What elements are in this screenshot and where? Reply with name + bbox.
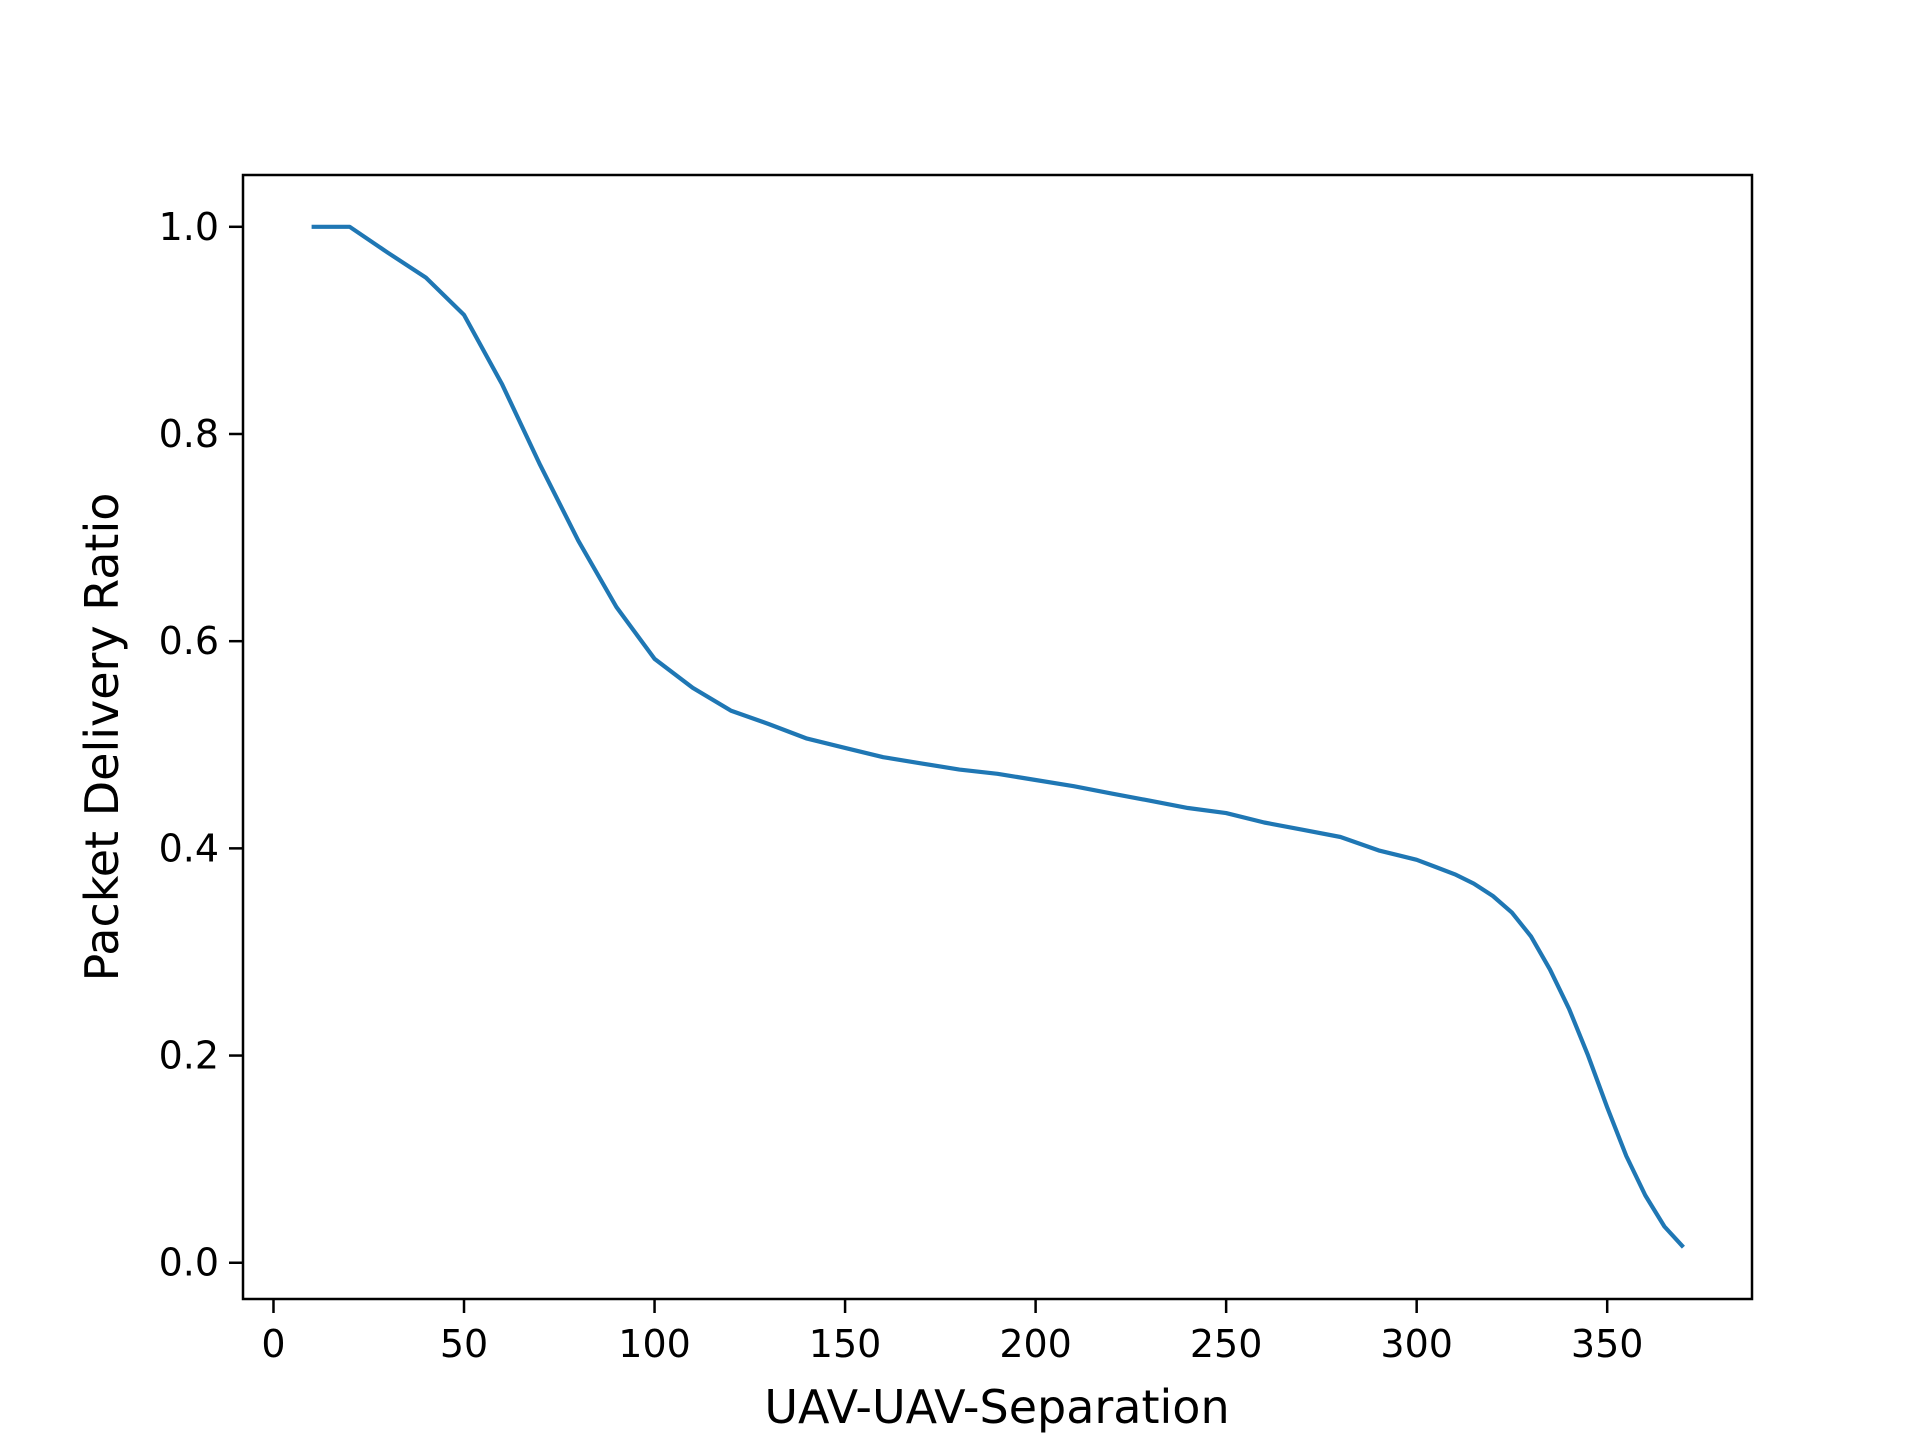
- x-tick-label: 350: [1571, 1322, 1644, 1366]
- y-axis-ticks: 0.0 0.2 0.4 0.6 0.8 1.0: [159, 205, 243, 1285]
- plot-area: [311, 224, 1685, 1249]
- y-tick-label: 0.2: [159, 1034, 219, 1078]
- x-tick-label: 150: [809, 1322, 882, 1366]
- y-tick-label: 0.8: [159, 412, 219, 456]
- y-tick-label: 0.0: [159, 1241, 219, 1285]
- x-tick-label: 200: [999, 1322, 1072, 1366]
- series-line: [311, 224, 1685, 1249]
- x-tick-label: 50: [440, 1322, 488, 1366]
- y-tick-label: 0.4: [159, 826, 219, 870]
- axes-frame: [241, 173, 1754, 1301]
- x-tick-label: 100: [618, 1322, 691, 1366]
- x-tick-label: 300: [1380, 1322, 1453, 1366]
- y-tick-label: 1.0: [159, 205, 219, 249]
- x-axis-label: UAV-UAV-Separation: [764, 1380, 1229, 1434]
- x-tick-label: 250: [1190, 1322, 1263, 1366]
- y-axis-label: Packet Delivery Ratio: [75, 493, 129, 982]
- x-axis-ticks: 0 50 100 150 200 250 300 350: [261, 1299, 1643, 1366]
- x-tick-label: 0: [261, 1322, 285, 1366]
- y-tick-label: 0.6: [159, 619, 219, 663]
